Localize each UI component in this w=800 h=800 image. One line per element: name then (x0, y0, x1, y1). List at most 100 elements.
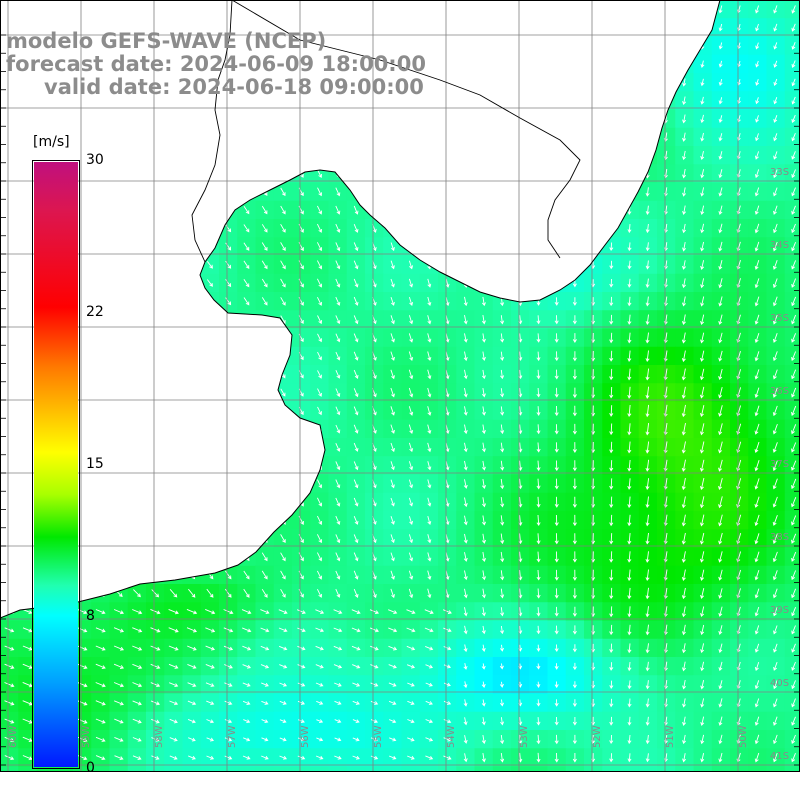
wind-arrow (718, 588, 723, 599)
wind-arrow (408, 41, 414, 51)
wind-arrow (78, 152, 86, 159)
wind-arrow (390, 5, 395, 14)
wind-arrow (645, 551, 650, 563)
wind-speed-cell (91, 346, 111, 366)
wind-arrow (481, 278, 486, 288)
wind-arrow (572, 224, 577, 233)
wind-arrow (645, 643, 650, 654)
wind-arrow (772, 296, 778, 307)
wind-arrow (500, 22, 505, 33)
wind-arrow (791, 424, 797, 435)
wind-arrow (772, 515, 778, 526)
wind-speed-cell (529, 182, 549, 202)
wind-speed-cell (182, 419, 202, 439)
wind-arrow (609, 314, 614, 325)
wind-arrow (572, 114, 577, 124)
wind-arrow (718, 169, 723, 179)
wind-arrow (261, 297, 268, 306)
wind-arrow (243, 388, 250, 397)
wind-speed-cell (91, 365, 111, 384)
wind-speed-cell (109, 401, 129, 421)
wind-arrow (627, 734, 632, 745)
wind-arrow (481, 570, 487, 581)
wind-arrow (718, 625, 723, 635)
wind-arrow (645, 753, 650, 763)
wind-speed-cell (419, 182, 439, 202)
wind-arrow (718, 532, 723, 545)
wind-arrow (609, 569, 614, 581)
wind-arrow (353, 442, 359, 452)
wind-arrow (206, 700, 215, 706)
wind-arrow (645, 404, 650, 418)
wind-arrow (682, 60, 687, 69)
wind-arrow (554, 387, 559, 398)
wind-arrow (224, 755, 233, 760)
wind-speed-cell (73, 109, 92, 129)
wind-arrow (170, 151, 177, 160)
wind-speed-cell (127, 328, 147, 348)
wind-arrow (170, 516, 177, 524)
wind-speed-cell (584, 182, 603, 202)
wind-arrow (113, 663, 124, 669)
wind-arrow (427, 278, 432, 288)
wind-arrow (627, 533, 632, 545)
wind-speed-cell (91, 383, 111, 403)
wind-arrow (206, 370, 214, 379)
wind-arrow (609, 662, 614, 671)
wind-arrow (645, 5, 650, 14)
wind-arrow (572, 717, 577, 726)
wind-arrow (407, 755, 415, 760)
wind-arrow (390, 205, 395, 215)
wind-arrow (388, 627, 398, 633)
wind-arrow (223, 627, 234, 633)
lon-label: 58W (154, 725, 165, 748)
wind-arrow (718, 734, 723, 745)
wind-arrow (572, 405, 577, 417)
wind-arrow (225, 516, 232, 525)
wind-speed-cell (273, 438, 293, 457)
wind-arrow (572, 753, 577, 763)
wind-speed-cell (0, 127, 19, 147)
wind-speed-cell (109, 310, 129, 330)
wind-speed-cell (620, 18, 640, 38)
wind-speed-cell (237, 511, 257, 530)
wind-arrow (645, 23, 650, 33)
wind-speed-cell (127, 255, 147, 275)
wind-arrow (718, 350, 723, 362)
wind-speed-cell (584, 219, 603, 238)
wind-arrow (261, 260, 268, 270)
wind-arrow (700, 205, 705, 215)
wind-arrow (315, 664, 324, 669)
wind-arrow (408, 552, 414, 562)
wind-arrow (280, 278, 286, 288)
wind-speed-cell (419, 109, 439, 129)
wind-speed-cell (492, 273, 512, 293)
wind-speed-cell (474, 255, 494, 275)
wind-arrow (463, 315, 468, 325)
wind-speed-cell (292, 146, 311, 165)
wind-arrow (699, 514, 705, 527)
wind-arrow (151, 718, 160, 724)
wind-arrow (609, 423, 614, 436)
wind-speed-cell (109, 219, 129, 238)
wind-speed-cell (602, 146, 622, 165)
wind-speed-cell (328, 18, 348, 38)
wind-arrow (609, 150, 614, 161)
wind-arrow (170, 534, 177, 543)
wind-speed-cell (237, 346, 257, 366)
wind-arrow (500, 77, 505, 88)
wind-arrow (279, 700, 287, 705)
wind-speed-cell (255, 164, 275, 184)
wind-arrow (463, 223, 468, 234)
wind-arrow (225, 187, 232, 196)
wind-arrow (170, 243, 177, 251)
wind-arrow (609, 132, 614, 143)
wind-arrow (500, 333, 505, 343)
wind-arrow (718, 459, 723, 472)
wind-arrow (645, 716, 650, 726)
wind-speed-cell (109, 474, 129, 494)
wind-arrow (645, 114, 650, 124)
wind-arrow (609, 114, 614, 124)
wind-arrow (5, 462, 14, 469)
wind-speed-cell (200, 127, 220, 147)
